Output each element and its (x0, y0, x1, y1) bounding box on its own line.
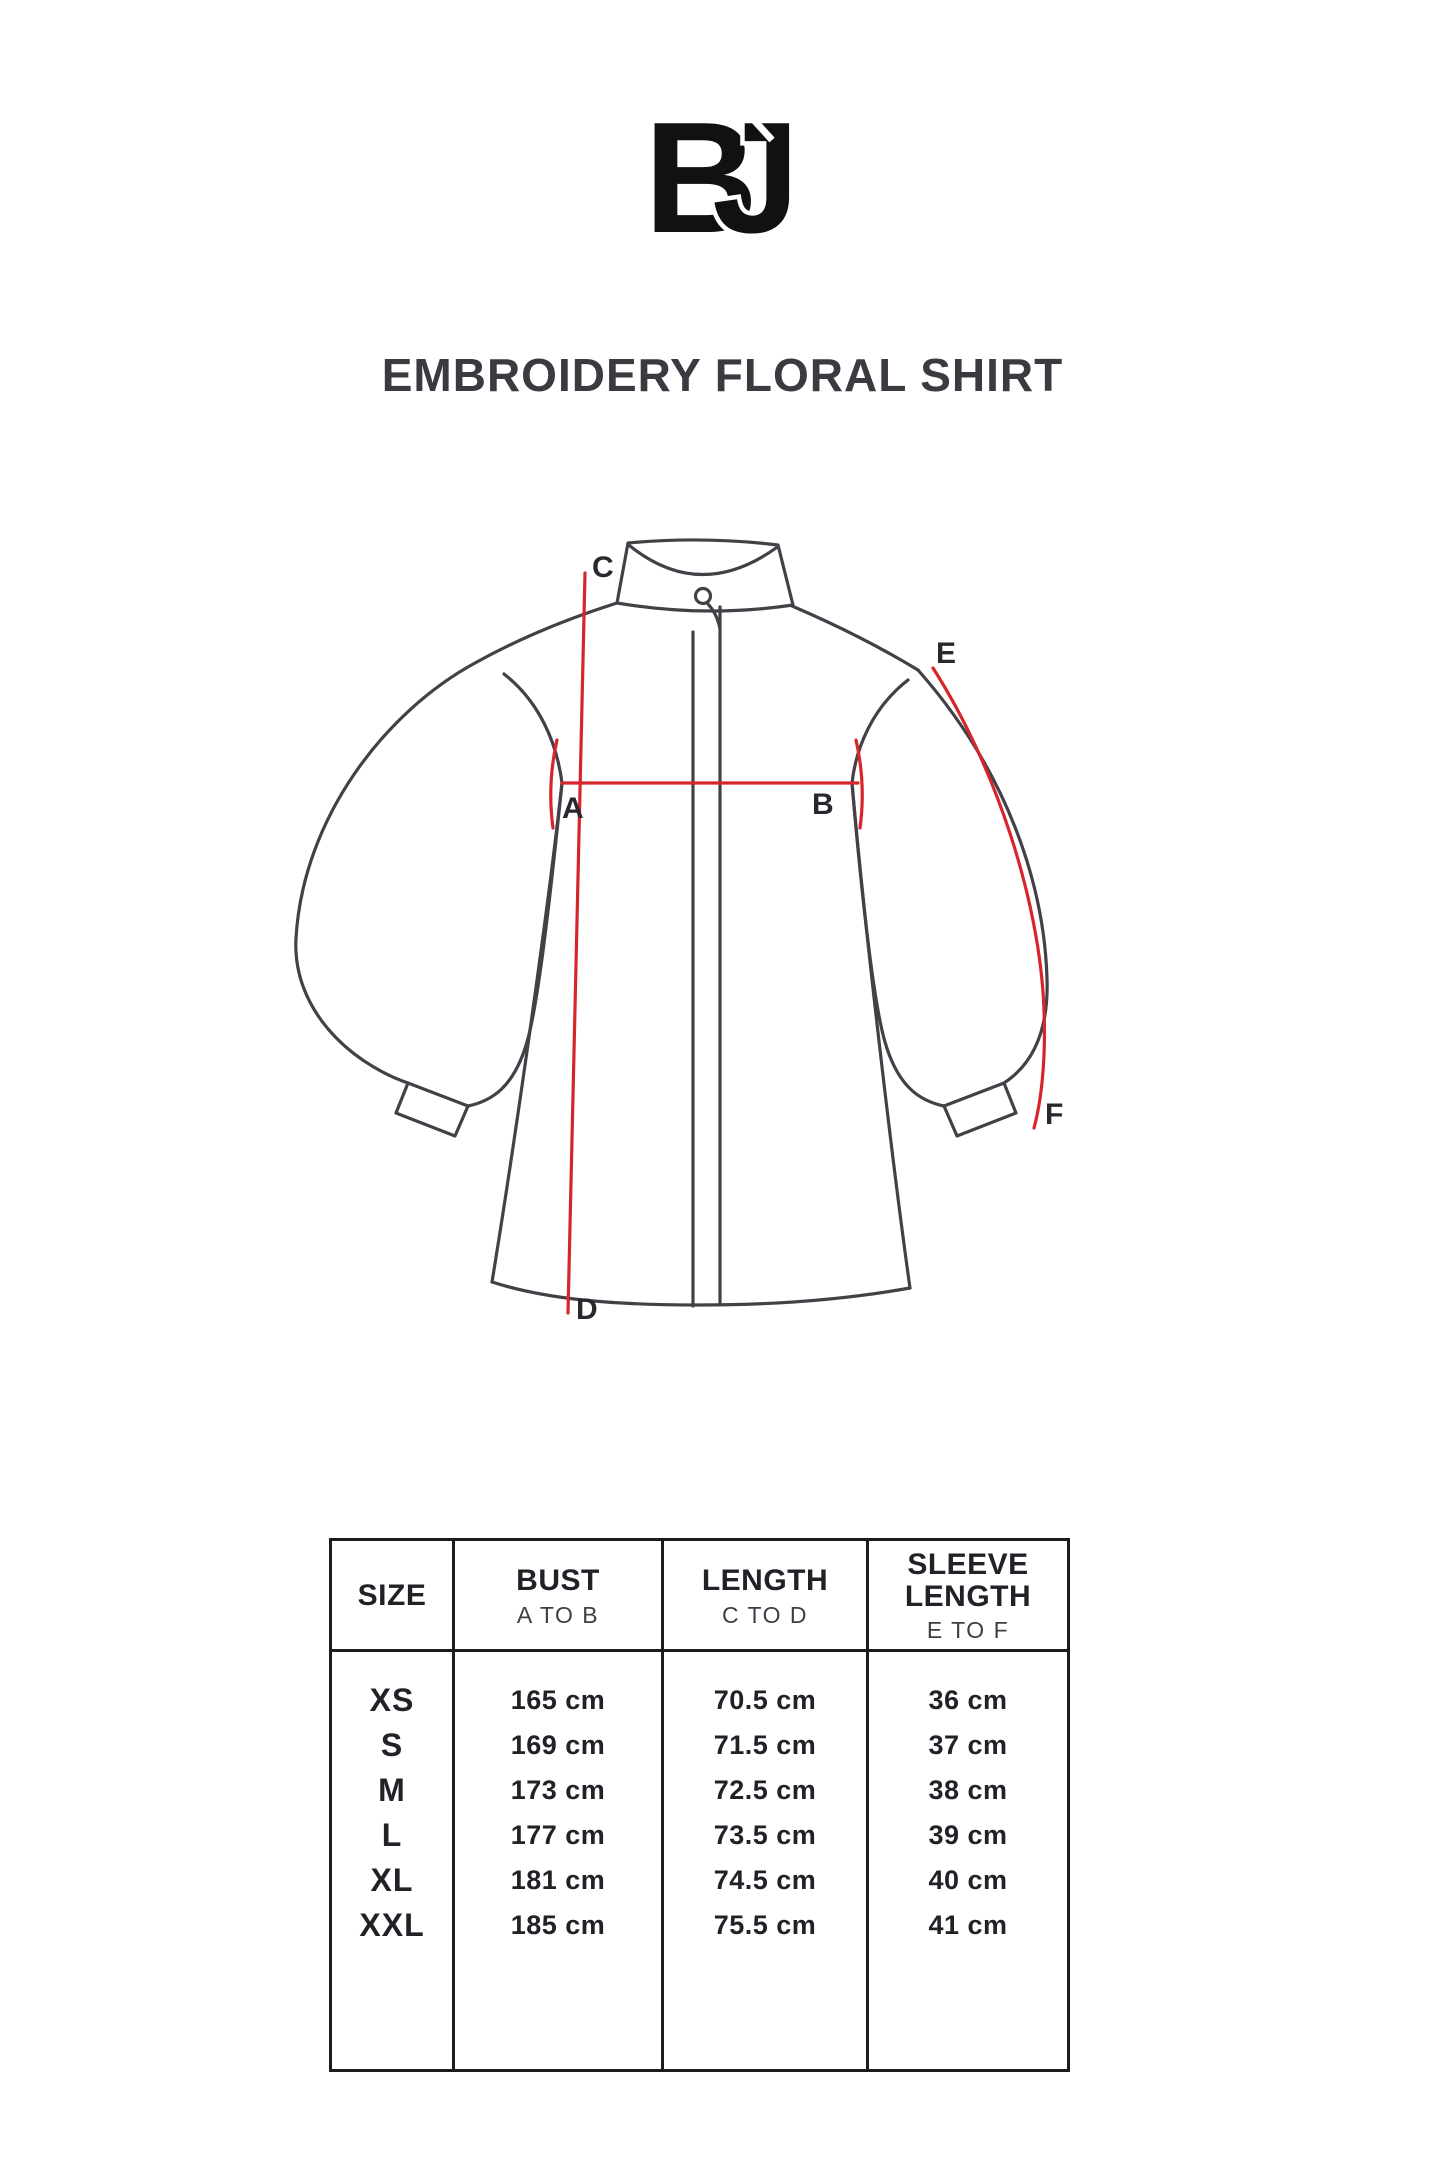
shirt-outline (294, 538, 1049, 1308)
size-label: M (378, 1772, 406, 1808)
brand-logo-monogram: B J (644, 96, 804, 246)
length-value: 75.5 cm (713, 1910, 817, 1940)
collar-button (693, 586, 713, 606)
label-b: B (812, 788, 834, 821)
bust-value: 169 cm (510, 1730, 606, 1760)
shirt-sketch: A B C D E F (294, 538, 1063, 1326)
size-label: S (380, 1727, 404, 1763)
column-sleeve-values: 36 cm 37 cm 38 cm 39 cm 40 cm 41 cm (869, 1652, 1067, 2069)
sleeve-value: 41 cm (928, 1910, 1008, 1940)
label-a: A (562, 792, 584, 825)
measurement-labels: A B C D E F (562, 551, 1063, 1326)
column-header-label: LENGTH (701, 1564, 829, 1598)
length-line-c-d (566, 571, 587, 1315)
bust-value: 181 cm (510, 1865, 606, 1895)
header-cell-size: SIZE (332, 1541, 455, 1652)
size-label: XL (370, 1862, 414, 1898)
label-f: F (1045, 1098, 1063, 1131)
bust-value: 173 cm (510, 1775, 606, 1805)
sleeve-value: 36 cm (928, 1685, 1008, 1715)
logo-cut-line (730, 96, 775, 143)
left-shoulder (473, 601, 619, 665)
bust-value: 177 cm (510, 1820, 606, 1850)
length-value: 73.5 cm (713, 1820, 817, 1850)
bust-value: 165 cm (510, 1685, 606, 1715)
left-side-seam (490, 781, 564, 1284)
sleeve-line-e-f (931, 666, 1047, 1130)
header-cell-length: LENGTH C TO D (664, 1541, 869, 1652)
header-cell-bust: BUST A TO B (455, 1541, 664, 1652)
label-e: E (936, 637, 956, 670)
column-header-sublabel: E TO F (926, 1617, 1010, 1644)
column-header-label: SIZE (357, 1579, 427, 1613)
column-size-values: XS S M L XL XXL (332, 1652, 455, 2069)
label-d: D (576, 1293, 598, 1326)
length-value: 72.5 cm (713, 1775, 817, 1805)
right-sleeve-outer (916, 668, 1049, 1085)
right-shoulder (790, 604, 920, 672)
sleeve-value: 40 cm (928, 1865, 1008, 1895)
size-label: XS (369, 1682, 415, 1718)
left-armhole-seam (502, 672, 564, 785)
logo-letter-b: B (644, 96, 758, 246)
size-label: L (381, 1817, 403, 1853)
left-sleeve-outer (294, 661, 477, 1085)
sleeve-value: 38 cm (928, 1775, 1008, 1805)
column-length-values: 70.5 cm 71.5 cm 72.5 cm 73.5 cm 74.5 cm … (664, 1652, 869, 2069)
page-title: EMBROIDERY FLORAL SHIRT (381, 349, 1064, 401)
column-header-label: BUST (516, 1564, 600, 1598)
length-value: 70.5 cm (713, 1685, 817, 1715)
size-label: XXL (359, 1907, 425, 1943)
size-chart-table: SIZE BUST A TO B LENGTH C TO D SLEEVE LE… (329, 1538, 1070, 2072)
bust-value: 185 cm (510, 1910, 606, 1940)
length-value: 74.5 cm (713, 1865, 817, 1895)
sleeve-value: 37 cm (928, 1730, 1008, 1760)
right-cuff (942, 1081, 1018, 1138)
brand-logo: B J (0, 96, 1445, 246)
header-cell-sleeve-length: SLEEVE LENGTH E TO F (869, 1541, 1067, 1652)
garment-diagram: A B C D E F (280, 515, 1090, 1335)
column-header-sublabel: A TO B (516, 1601, 600, 1628)
column-header-sublabel: C TO D (721, 1601, 809, 1628)
collar-inner-neckline (628, 544, 778, 577)
length-value: 71.5 cm (713, 1730, 817, 1760)
column-header-label: SLEEVE LENGTH (904, 1548, 1032, 1613)
button-tab-seam (705, 601, 722, 631)
measurement-lines (549, 571, 1047, 1315)
left-sleeve-inner (466, 781, 564, 1108)
right-side-seam (850, 781, 912, 1290)
hem (490, 1280, 912, 1307)
right-sleeve-inner (850, 781, 946, 1108)
sleeve-value: 39 cm (928, 1820, 1008, 1850)
column-bust-values: 165 cm 169 cm 173 cm 177 cm 181 cm 185 c… (455, 1652, 664, 2069)
left-armpit-arc (549, 738, 559, 830)
right-armpit-arc (854, 738, 864, 830)
label-c: C (592, 551, 614, 584)
right-armhole-seam (850, 678, 910, 785)
left-cuff (394, 1081, 470, 1138)
